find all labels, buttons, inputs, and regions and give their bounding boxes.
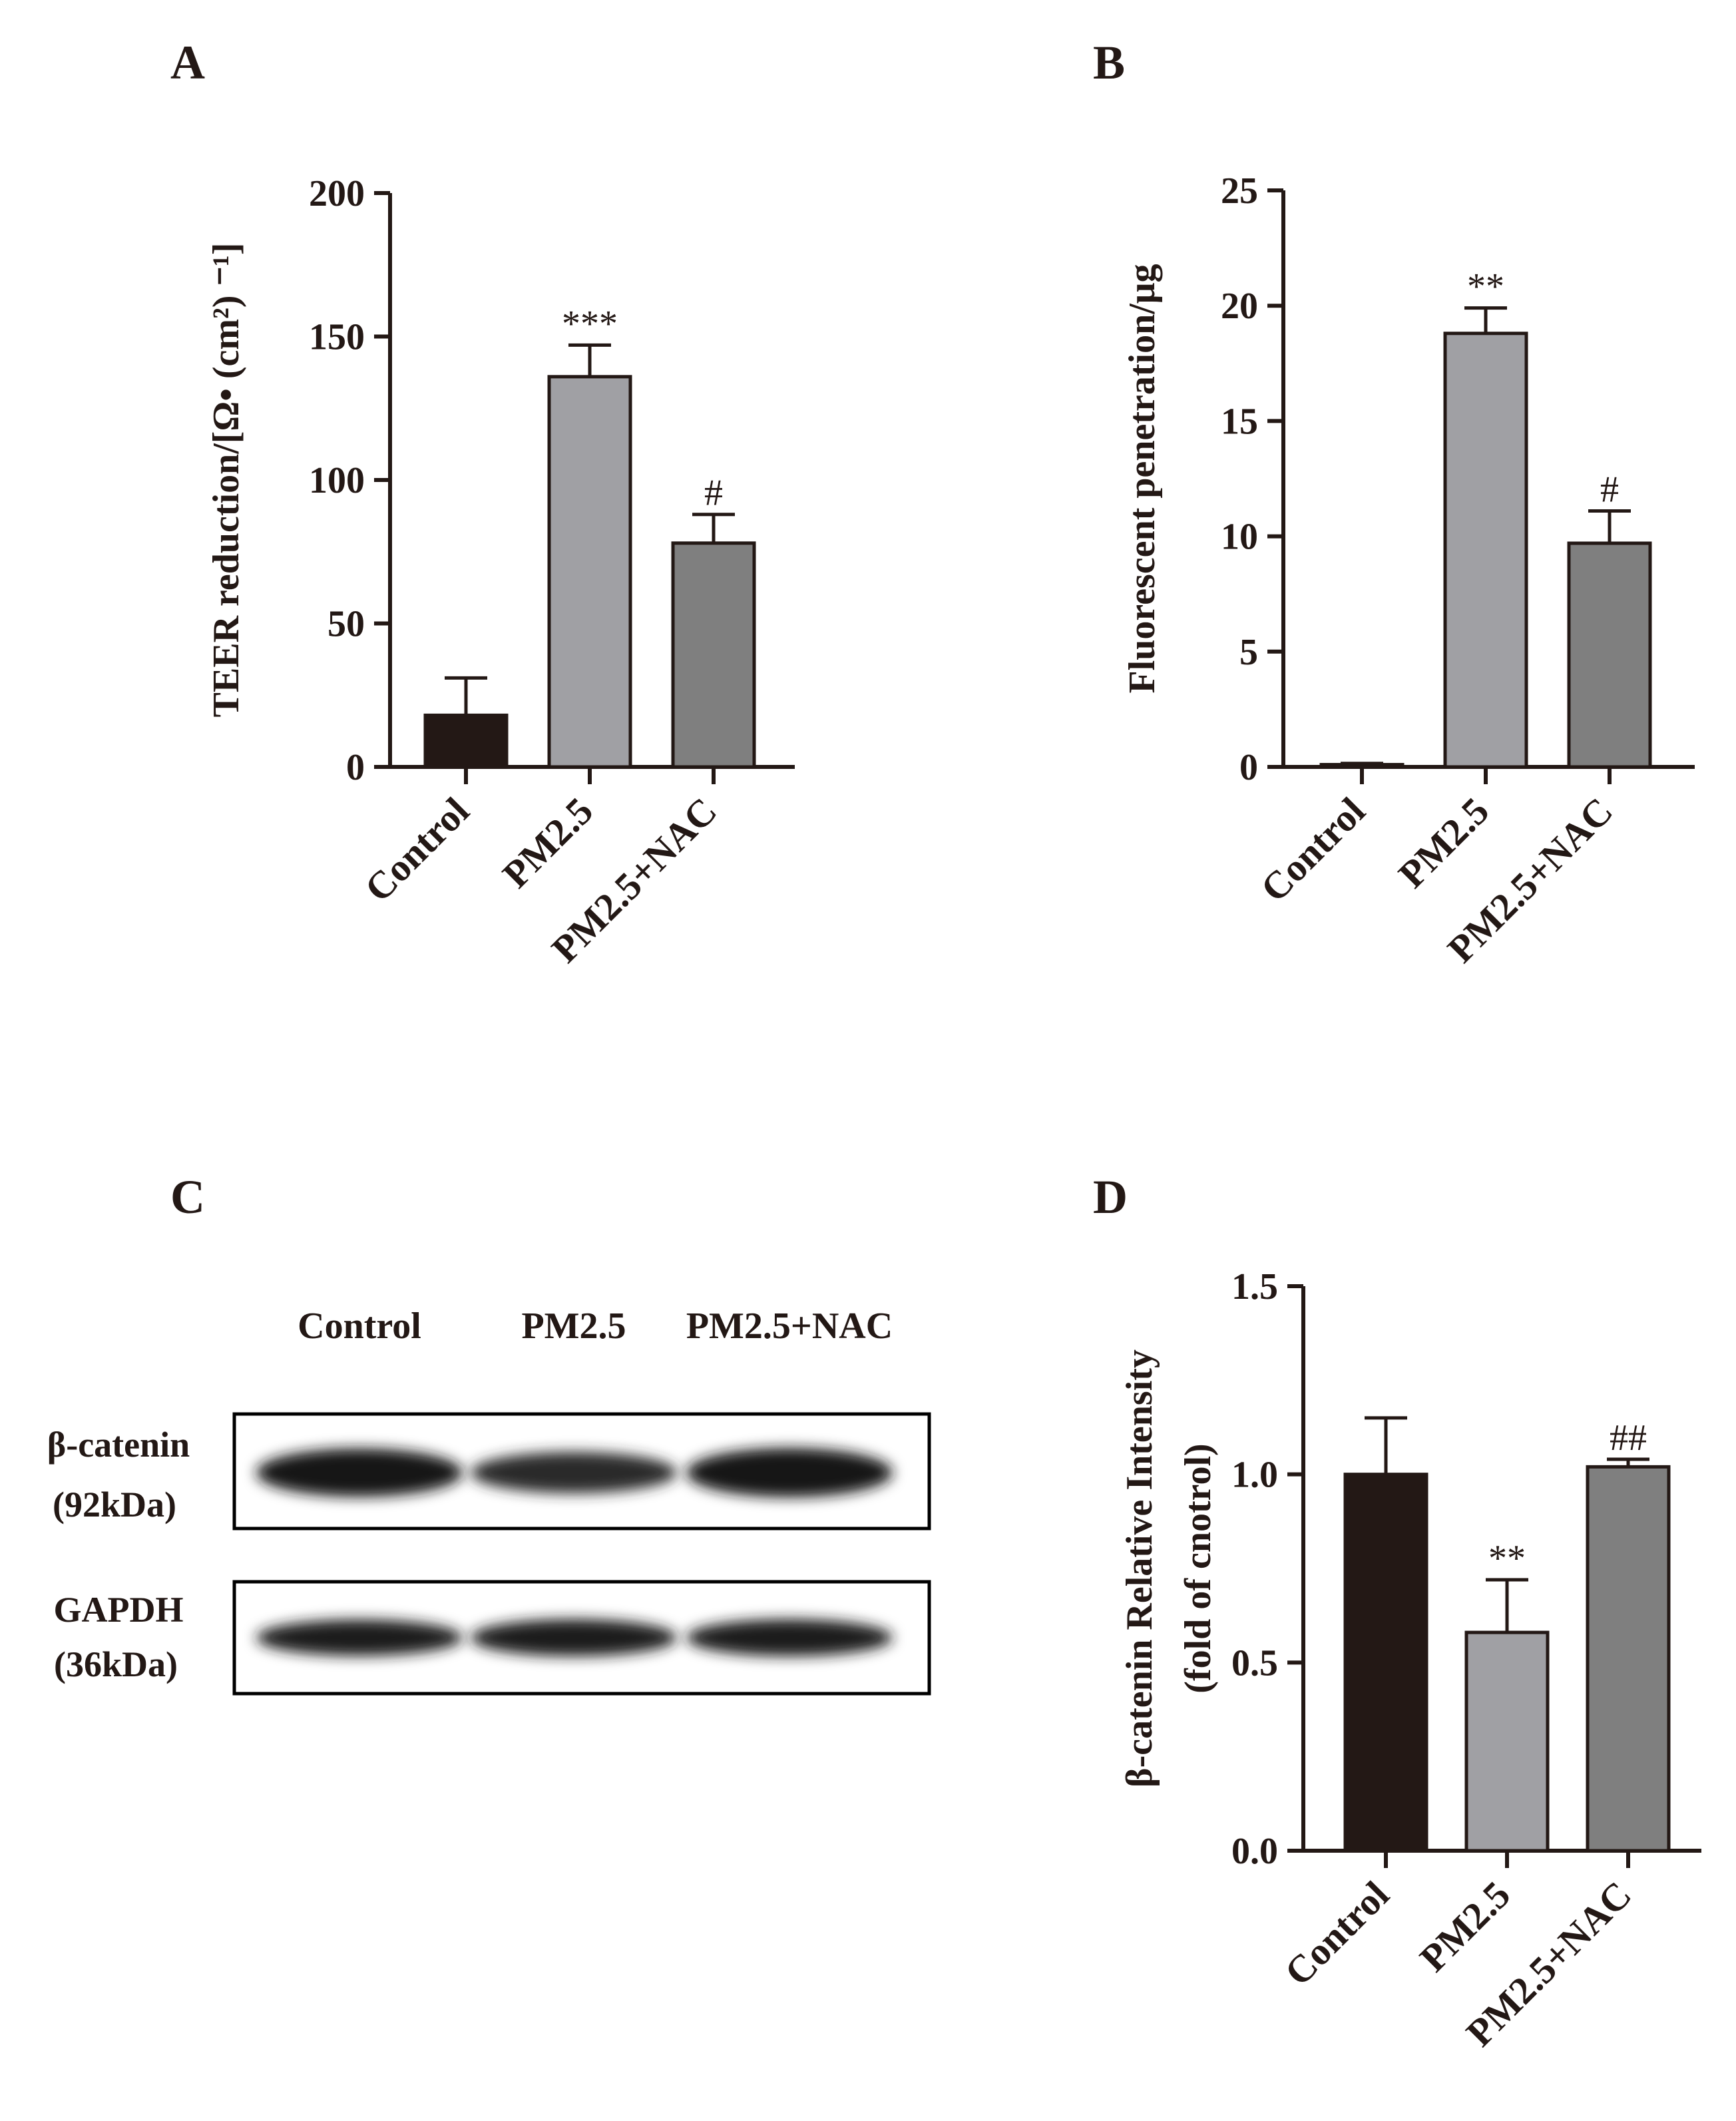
- category-label-b-1: PM2.5: [1390, 789, 1497, 896]
- blot-band-beta-catenin-1: [471, 1451, 677, 1494]
- y-tick-label-d-1: 0.5: [1231, 1642, 1278, 1684]
- panel-letter-d: D: [1093, 1170, 1128, 1224]
- category-label-b-0: Control: [1252, 789, 1373, 910]
- blot-band-gapdh-0: [256, 1619, 463, 1656]
- y-tick-label-b-0: 0: [1239, 747, 1258, 788]
- category-label-d-1: PM2.5: [1411, 1873, 1518, 1980]
- bar-d-2: [1586, 1465, 1671, 1853]
- chart-b: 0 5 10 15 20 25 Fluorescent penetration/μg Cont…: [1122, 170, 1695, 971]
- category-label-a-0: Control: [356, 789, 477, 910]
- y-tick-label-a-3: 150: [309, 317, 365, 358]
- panel-letter-a: A: [170, 36, 205, 89]
- y-tick-label-d-2: 1.0: [1231, 1455, 1278, 1496]
- significance-d-1: **: [1488, 1538, 1526, 1579]
- blot-protein-name-gapdh: GAPDH: [54, 1590, 184, 1630]
- y-tick-label-a-4: 200: [309, 173, 365, 214]
- y-tick-label-a-2: 100: [309, 460, 365, 501]
- significance-b-2: #: [1600, 469, 1619, 510]
- significance-a-2: #: [704, 473, 723, 514]
- y-tick-label-b-1: 5: [1239, 632, 1258, 673]
- y-tick-label-b-3: 15: [1221, 401, 1258, 442]
- y-tick-label-d-3: 1.5: [1231, 1266, 1278, 1307]
- category-label-d-0: Control: [1276, 1873, 1397, 1994]
- bar-d-0: [1343, 1473, 1428, 1853]
- y-tick-label-b-5: 25: [1221, 170, 1258, 212]
- blot-protein-size-gapdh: (36kDa): [54, 1644, 178, 1684]
- y-axis-label-a: TEER reduction/[Ω• (cm²) ⁻¹]: [206, 243, 247, 718]
- chart-a: 0 50 100 150 200 TEER reduction/[Ω• (cm²) ⁻¹]…: [206, 173, 795, 971]
- chart-d: 0.0 0.5 1.0 1.5 β-catenin Relative Intensity…: [1119, 1266, 1701, 2054]
- significance-b-1: **: [1467, 266, 1504, 308]
- panel-letter-b: B: [1093, 36, 1125, 89]
- y-axis-label2-d: (fold of cnotrol): [1178, 1443, 1219, 1693]
- western-blot: Control PM2.5 PM2.5+NAC β-catenin (92kDa…: [47, 1305, 931, 1696]
- y-tick-label-b-4: 20: [1221, 286, 1258, 327]
- bar-b-1: [1443, 332, 1528, 769]
- y-tick-label-a-1: 50: [327, 604, 365, 645]
- y-tick-label-b-2: 10: [1221, 517, 1258, 558]
- bar-b-2: [1567, 541, 1652, 769]
- significance-d-2: ##: [1610, 1417, 1647, 1459]
- blot-band-gapdh-2: [686, 1619, 893, 1656]
- blot-protein-size-beta-catenin: (92kDa): [53, 1485, 176, 1525]
- y-tick-label-d-0: 0.0: [1231, 1831, 1278, 1872]
- blot-band-beta-catenin-0: [256, 1448, 463, 1497]
- bar-a-0: [423, 713, 509, 769]
- blot-lane-label-pm25: PM2.5: [521, 1305, 626, 1347]
- significance-a-1: ***: [562, 303, 618, 344]
- blot-band-gapdh-1: [471, 1619, 677, 1656]
- blot-protein-name-beta-catenin: β-catenin: [47, 1425, 190, 1465]
- blot-band-beta-catenin-2: [686, 1448, 893, 1497]
- y-tick-label-a-0: 0: [346, 747, 365, 788]
- category-label-a-1: PM2.5: [494, 789, 601, 896]
- y-axis-label-b: Fluorescent penetration/μg: [1122, 264, 1163, 693]
- blot-lane-label-control: Control: [298, 1305, 421, 1347]
- panel-letter-c: C: [170, 1170, 205, 1224]
- y-axis-label-d: β-catenin Relative Intensity: [1119, 1349, 1160, 1787]
- bar-a-2: [671, 541, 756, 769]
- bar-a-1: [547, 375, 632, 769]
- blot-lane-label-pm25-nac: PM2.5+NAC: [686, 1305, 893, 1347]
- bar-d-1: [1464, 1630, 1550, 1853]
